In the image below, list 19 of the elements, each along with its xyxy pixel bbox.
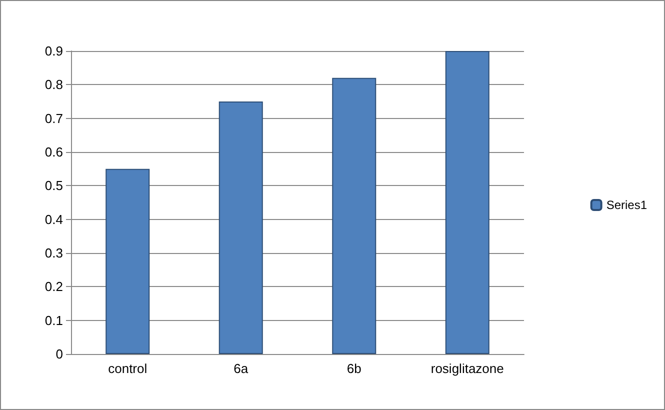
x-tick-label: 6a xyxy=(234,361,249,376)
y-tick-label: 0 xyxy=(56,346,63,362)
bar xyxy=(106,168,150,354)
y-tick-label: 0.6 xyxy=(44,144,63,160)
y-tick-label: 0.2 xyxy=(44,279,63,294)
bar xyxy=(332,78,376,354)
y-tick-label: 0.9 xyxy=(44,44,63,58)
x-tick-label: rosiglitazone xyxy=(430,361,504,376)
bar xyxy=(445,51,490,354)
bar xyxy=(218,102,263,354)
x-tick-label: 6b xyxy=(346,361,362,376)
legend-label: Series1 xyxy=(606,198,648,212)
y-tick-label: 0.7 xyxy=(44,110,63,126)
y-tick-label: 0.8 xyxy=(44,77,63,92)
y-tick-label: 0.1 xyxy=(44,312,63,328)
y-tick-label: 0.3 xyxy=(44,246,63,260)
y-tick-label: 0.5 xyxy=(44,178,63,194)
y-tick-label: 0.4 xyxy=(44,212,63,227)
x-tick-label: control xyxy=(108,361,148,376)
